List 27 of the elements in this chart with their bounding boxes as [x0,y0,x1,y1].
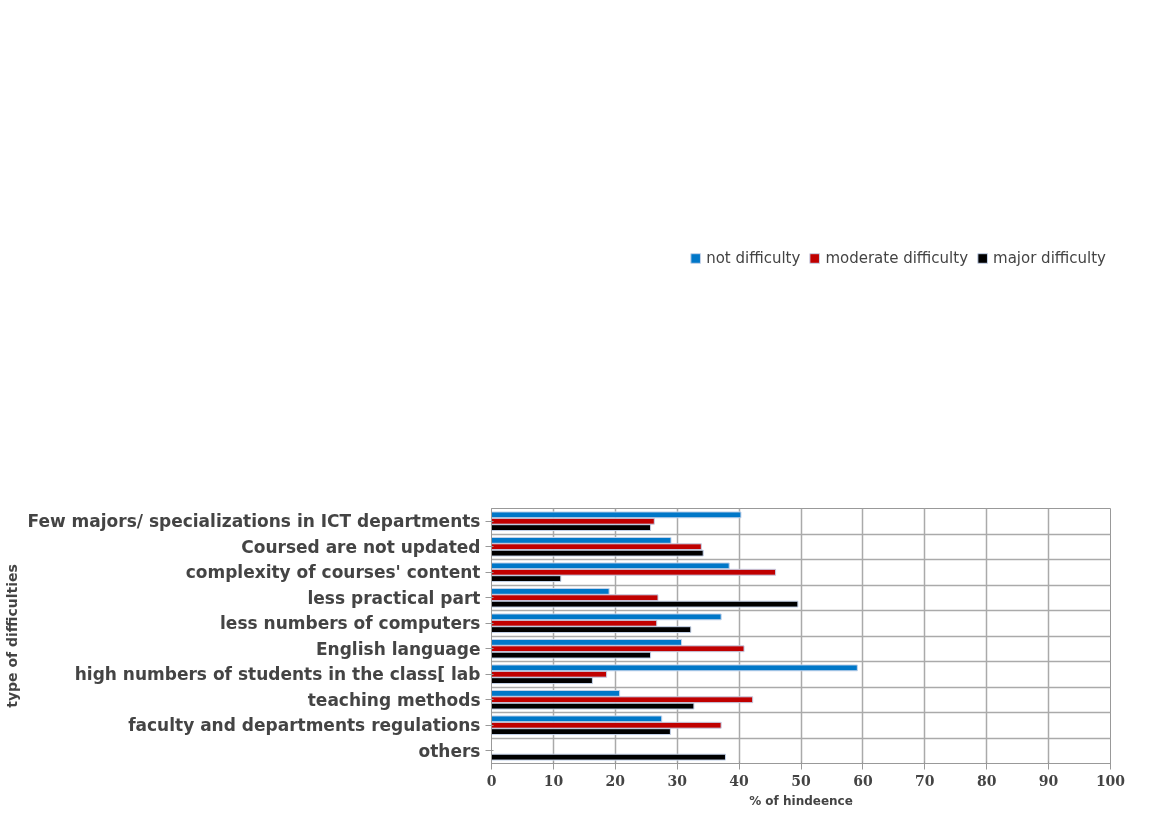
x-tick-label: 80 [976,772,997,789]
y-tick-label: complexity of courses' content [185,562,481,583]
bar [491,753,726,761]
x-tick-label: 10 [543,772,564,789]
legend-label: not difficulty [706,249,801,267]
x-tick-label: 100 [1095,772,1126,789]
y-tick-label: English language [315,638,481,659]
x-tick-label: 20 [605,772,626,789]
x-tick-label: 90 [1038,772,1059,789]
y-tick-label: Coursed are not updated [241,536,481,557]
y-tick-label: less numbers of computers [220,613,481,634]
y-tick-label: faculty and departments regulations [128,715,481,736]
legend-label: major difficulty [993,249,1106,267]
y-tick-label: less practical part [307,587,481,608]
x-tick-label: 50 [791,772,811,789]
x-tick-label: 60 [853,772,873,789]
legend-label: moderate difficulty [825,249,969,267]
x-tick-label: 70 [915,772,935,789]
y-tick-label: teaching methods [307,689,481,710]
y-tick-label: high numbers of students in the class[ lab [74,664,481,685]
x-tick-label: 40 [729,772,750,789]
y-axis-title: type of difficulties [3,564,20,708]
x-tick-label: 0 [486,772,497,789]
y-tick-label: Few majors/ specializations in ICT departments [27,511,481,532]
x-axis-title: % of hindeence [749,793,853,808]
x-tick-label: 30 [667,772,688,789]
y-tick-label: others [418,740,481,761]
